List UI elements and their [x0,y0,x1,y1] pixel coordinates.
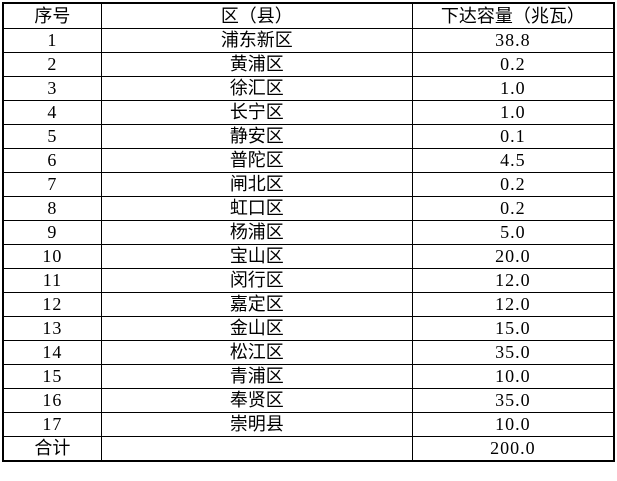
district-name: 徐汇区 [100,76,413,101]
table-row: 10 宝山区 20.0 [2,244,615,269]
header-capacity: 下达容量（兆瓦） [411,2,615,29]
table-row: 2 黄浦区 0.2 [2,52,615,77]
district-name: 松江区 [100,340,413,365]
table-row: 3 徐汇区 1.0 [2,76,615,101]
district-name: 嘉定区 [100,292,413,317]
row-index: 14 [2,340,102,365]
capacity-value: 5.0 [411,220,615,245]
district-name: 黄浦区 [100,52,413,77]
row-index: 12 [2,292,102,317]
table-row: 6 普陀区 4.5 [2,148,615,173]
table-row: 8 虹口区 0.2 [2,196,615,221]
capacity-value: 10.0 [411,412,615,437]
table-total-row: 合计 200.0 [2,436,615,462]
district-name: 宝山区 [100,244,413,269]
row-index: 9 [2,220,102,245]
row-index: 13 [2,316,102,341]
capacity-value: 0.2 [411,52,615,77]
row-index: 17 [2,412,102,437]
row-index: 11 [2,268,102,293]
total-label: 合计 [2,436,102,462]
table-row: 11 闵行区 12.0 [2,268,615,293]
district-name: 普陀区 [100,148,413,173]
capacity-value: 0.2 [411,172,615,197]
district-name: 浦东新区 [100,28,413,53]
capacity-value: 1.0 [411,100,615,125]
table-container: 序号 区（县） 下达容量（兆瓦） 1 浦东新区 38.8 2 黄浦区 0.2 3… [2,2,615,462]
row-index: 7 [2,172,102,197]
table-header-row: 序号 区（县） 下达容量（兆瓦） [2,2,615,29]
header-district: 区（县） [100,2,413,29]
district-name: 奉贤区 [100,388,413,413]
table-row: 4 长宁区 1.0 [2,100,615,125]
table-row: 7 闸北区 0.2 [2,172,615,197]
row-index: 15 [2,364,102,389]
capacity-table: 序号 区（县） 下达容量（兆瓦） 1 浦东新区 38.8 2 黄浦区 0.2 3… [2,2,615,462]
table-row: 16 奉贤区 35.0 [2,388,615,413]
row-index: 1 [2,28,102,53]
capacity-value: 12.0 [411,292,615,317]
capacity-value: 10.0 [411,364,615,389]
row-index: 10 [2,244,102,269]
district-name: 金山区 [100,316,413,341]
district-name: 青浦区 [100,364,413,389]
total-district-empty [100,436,413,462]
row-index: 2 [2,52,102,77]
row-index: 5 [2,124,102,149]
table-row: 9 杨浦区 5.0 [2,220,615,245]
row-index: 4 [2,100,102,125]
table-row: 13 金山区 15.0 [2,316,615,341]
table-row: 12 嘉定区 12.0 [2,292,615,317]
table-row: 5 静安区 0.1 [2,124,615,149]
table-row: 17 崇明县 10.0 [2,412,615,437]
capacity-value: 35.0 [411,388,615,413]
table-row: 1 浦东新区 38.8 [2,28,615,53]
capacity-value: 0.2 [411,196,615,221]
row-index: 6 [2,148,102,173]
district-name: 闵行区 [100,268,413,293]
capacity-value: 1.0 [411,76,615,101]
capacity-value: 12.0 [411,268,615,293]
header-index: 序号 [2,2,102,29]
capacity-value: 15.0 [411,316,615,341]
row-index: 16 [2,388,102,413]
district-name: 杨浦区 [100,220,413,245]
total-value: 200.0 [411,436,615,462]
district-name: 崇明县 [100,412,413,437]
capacity-value: 20.0 [411,244,615,269]
row-index: 8 [2,196,102,221]
table-row: 14 松江区 35.0 [2,340,615,365]
district-name: 长宁区 [100,100,413,125]
capacity-value: 4.5 [411,148,615,173]
row-index: 3 [2,76,102,101]
capacity-value: 0.1 [411,124,615,149]
capacity-value: 35.0 [411,340,615,365]
table-row: 15 青浦区 10.0 [2,364,615,389]
district-name: 虹口区 [100,196,413,221]
district-name: 闸北区 [100,172,413,197]
district-name: 静安区 [100,124,413,149]
capacity-value: 38.8 [411,28,615,53]
